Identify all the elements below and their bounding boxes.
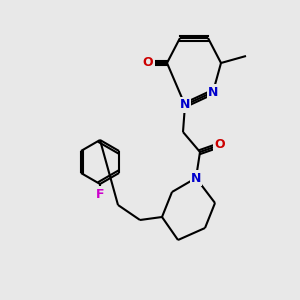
Text: N: N <box>191 172 201 184</box>
Text: F: F <box>96 188 104 200</box>
Text: N: N <box>180 98 190 112</box>
Text: N: N <box>208 85 218 98</box>
Text: O: O <box>143 56 153 70</box>
Text: O: O <box>215 139 225 152</box>
